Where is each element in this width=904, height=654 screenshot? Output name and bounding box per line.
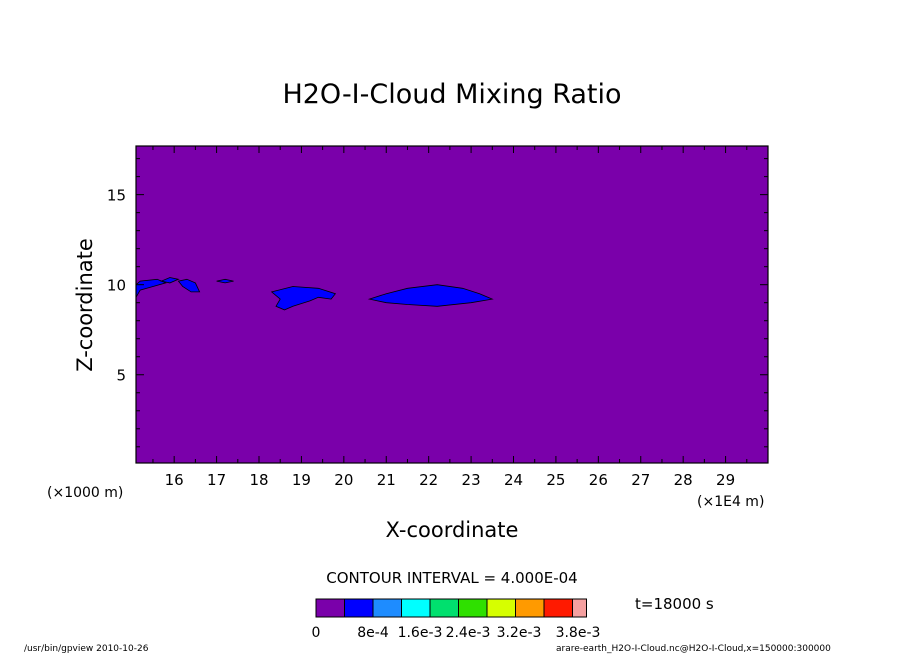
- y-tick-label: 10: [107, 277, 126, 295]
- x-tick-label: 19: [292, 471, 311, 489]
- x-tick-label: 22: [419, 471, 438, 489]
- x-axis-label: X-coordinate: [386, 518, 519, 542]
- colorbar-swatch: [572, 598, 587, 618]
- x-tick-label: 24: [504, 471, 523, 489]
- x-tick-label: 17: [207, 471, 226, 489]
- colorbar-label: 2.4e-3: [446, 625, 491, 641]
- x-tick-label: 29: [716, 471, 735, 489]
- chart-title: H2O-I-Cloud Mixing Ratio: [282, 79, 621, 110]
- colorbar-label: 3.2e-3: [497, 625, 542, 641]
- colorbar-swatch: [486, 598, 516, 618]
- x-tick-label: 21: [377, 471, 396, 489]
- x-tick-label: 26: [589, 471, 608, 489]
- x-tick-label: 28: [674, 471, 693, 489]
- x-tick-label: 16: [165, 471, 184, 489]
- y-tick-label: 15: [107, 187, 126, 205]
- x-tick-label: 25: [546, 471, 565, 489]
- colorbar-swatch: [515, 598, 545, 618]
- cloud-region-5: [270, 286, 337, 311]
- colorbar-swatch: [429, 598, 459, 618]
- x-tick-label: 20: [334, 471, 353, 489]
- x-tick-label: 18: [249, 471, 268, 489]
- colorbar-label: 8e-4: [357, 625, 389, 641]
- colorbar-label: 0: [312, 625, 321, 641]
- x-axis-ticks: 16 17 18 19 20 21 22 23 24 25 26 27 28 29: [152, 146, 748, 489]
- plot-frame: [135, 145, 769, 464]
- cloud-region-3: [177, 278, 201, 293]
- cloud-region-2: [160, 277, 180, 284]
- colorbar-swatch: [344, 598, 374, 618]
- colorbar-label: 1.6e-3: [398, 625, 443, 641]
- footer-left: /usr/bin/gpview 2010-10-26: [24, 644, 149, 654]
- colorbar-swatch: [458, 598, 488, 618]
- contour-interval-label: CONTOUR INTERVAL = 4.000E-04: [326, 569, 577, 587]
- colorbar-label: 3.8e-3: [556, 625, 601, 641]
- cloud-region-6: [367, 284, 494, 307]
- cloud-region-4: [216, 278, 234, 284]
- x-tick-label: 27: [631, 471, 650, 489]
- footer-right: arare-earth_H2O-I-Cloud.nc@H2O-I-Cloud,x…: [556, 644, 831, 654]
- cloud-regions: [135, 277, 494, 311]
- colorbar-swatch: [401, 598, 431, 618]
- y-axis-label: Z-coordinate: [73, 238, 97, 372]
- colorbar: 0 8e-4 1.6e-3 2.4e-3 3.2e-3 3.8e-3: [312, 598, 601, 641]
- plot-area: 16 17 18 19 20 21 22 23 24 25 26 27 28 29 5 10 15: [107, 145, 769, 489]
- colorbar-swatch: [543, 598, 573, 618]
- y-tick-label: 5: [116, 367, 126, 385]
- x-tick-label: 23: [462, 471, 481, 489]
- colorbar-swatch: [372, 598, 402, 618]
- colorbar-swatch: [315, 598, 345, 618]
- y-unit-label: (×1000 m): [47, 485, 123, 501]
- y-axis-ticks: 5 10 15: [107, 158, 768, 448]
- x-unit-label: (×1E4 m): [697, 494, 764, 510]
- time-label: t=18000 s: [635, 595, 714, 613]
